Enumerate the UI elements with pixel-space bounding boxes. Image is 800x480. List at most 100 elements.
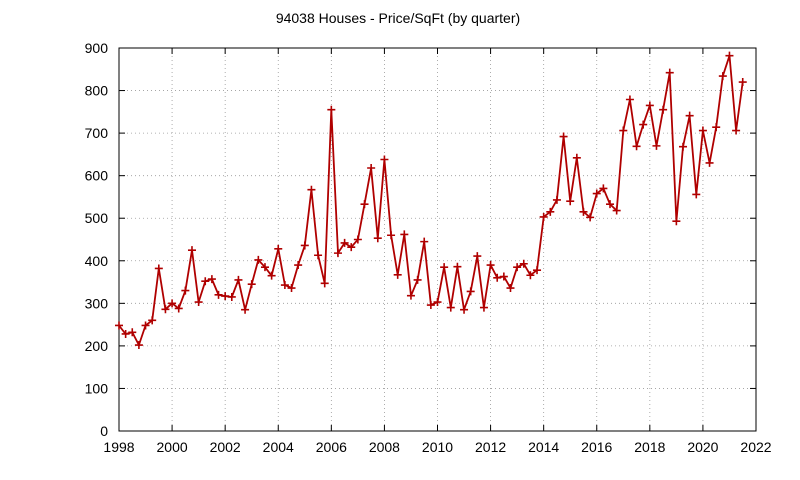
data-point [307,185,316,194]
x-tick-label: 2018 [634,439,665,455]
data-point [254,255,263,264]
data-point [499,272,508,281]
data-point [154,264,163,273]
data-point [406,291,415,300]
data-point [141,321,150,330]
data-point [260,263,269,272]
grid-lines [119,48,756,431]
data-point [347,243,356,252]
data-point [446,303,455,312]
data-point [387,231,396,240]
data-point [128,328,137,337]
data-point [479,303,488,312]
data-point [174,304,183,313]
data-point [698,126,707,135]
plot-frame [118,47,757,432]
data-point [679,142,688,151]
data-point [606,200,615,209]
data-point [632,142,641,151]
data-point [161,305,170,314]
data-point [559,132,568,141]
data-point [194,298,203,307]
data-point [280,281,289,290]
data-point [380,155,389,164]
data-point [466,287,475,296]
data-point [360,200,369,209]
data-point [181,286,190,295]
series-layer [115,51,747,350]
data-point [586,213,595,222]
data-point [533,266,542,275]
data-point [353,235,362,244]
x-tick-label: 2014 [528,439,559,455]
data-point [234,275,243,284]
y-tick-label: 0 [100,423,108,439]
y-tick-label: 400 [85,253,109,269]
data-point [685,111,694,120]
data-point [314,251,323,260]
data-point [619,126,628,135]
data-point [201,277,210,286]
y-tick-label: 100 [85,380,109,396]
data-point [506,284,515,293]
data-point [473,252,482,261]
data-point [121,329,130,338]
data-point [639,120,648,129]
data-point [440,263,449,272]
data-point [572,153,581,162]
data-point [134,341,143,350]
data-point [692,190,701,199]
data-point [168,299,177,308]
y-tick-label: 800 [85,83,109,99]
data-point [367,164,376,173]
x-tick-label: 2012 [475,439,506,455]
data-point [267,271,276,280]
y-tick-label: 300 [85,295,109,311]
data-point [526,271,535,280]
data-point [665,68,674,77]
axes: 1998 2000 2002 2004 2006 2008 2010 2012 2014 2016… [85,40,772,455]
data-point [320,279,329,288]
data-point [718,72,727,81]
data-point [420,237,429,246]
data-point [659,105,668,114]
data-point [652,141,661,150]
data-point [148,316,157,325]
data-point [214,290,223,299]
y-tick-label: 600 [85,168,109,184]
data-point [115,321,123,330]
data-point [340,238,349,247]
data-point [274,244,283,253]
x-tick-label: 2020 [687,439,718,455]
data-point [566,197,575,206]
x-tick-label: 2010 [422,439,453,455]
x-tick-label: 2022 [740,439,771,455]
data-point [187,246,196,255]
data-point [645,101,654,110]
x-tick-label: 2002 [210,439,241,455]
data-point [333,249,342,258]
data-point [400,230,409,239]
data-point [599,184,608,193]
data-point [592,189,601,198]
x-tick-label: 1998 [103,439,134,455]
data-point [393,270,402,279]
data-point [300,241,309,250]
data-point [513,263,522,272]
data-point [373,234,382,243]
data-point [625,95,634,104]
chart-title: 94038 Houses - Price/SqFt (by quarter) [276,10,520,26]
x-tick-label: 2008 [369,439,400,455]
data-point [579,207,588,216]
data-point [413,275,422,284]
data-point [327,105,336,114]
data-point [712,123,721,132]
data-point [672,217,681,226]
data-point [493,273,502,282]
data-point [612,206,621,215]
data-point [221,292,230,301]
data-point [705,158,714,167]
data-point [738,78,747,87]
data-point [227,292,236,301]
